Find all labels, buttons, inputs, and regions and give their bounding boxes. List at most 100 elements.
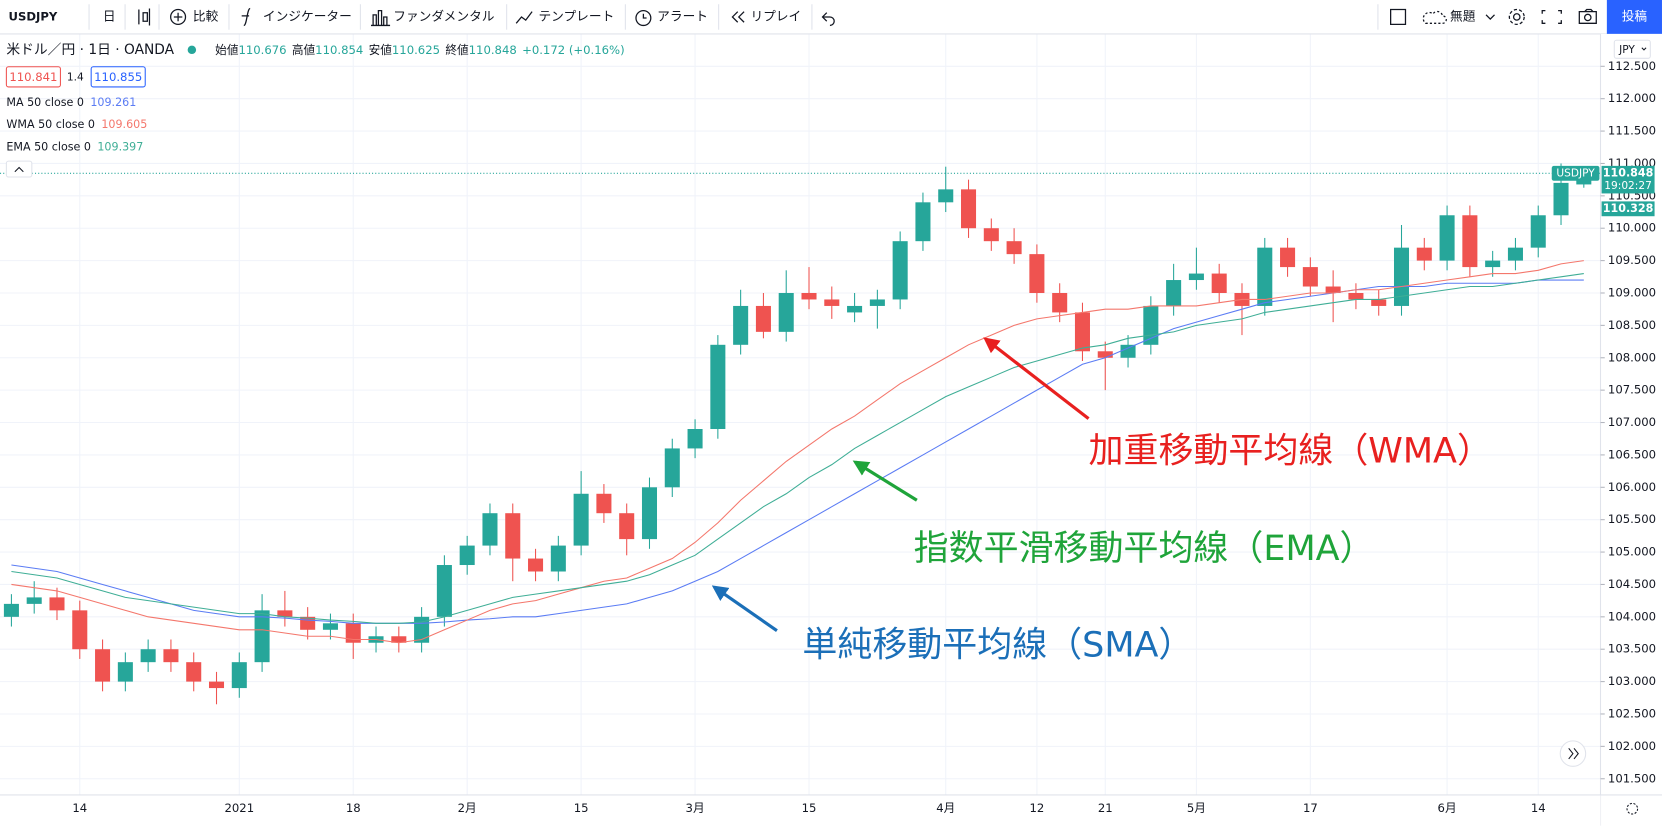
toolbar-item[interactable]: アラート [657, 8, 708, 23]
candle-body [915, 202, 931, 242]
x-tick-label: 3月 [686, 801, 705, 815]
candle-body [687, 429, 703, 449]
collapse-button[interactable] [5, 160, 33, 178]
settings-icon[interactable] [1626, 802, 1639, 815]
x-tick-label: 21 [1098, 801, 1113, 815]
candle-body [1553, 182, 1569, 216]
legend-value: 109.261 [90, 96, 136, 109]
candle-body [1485, 260, 1501, 268]
price-tag [1601, 165, 1655, 194]
ma-line [11, 260, 1584, 644]
y-tick-label: 107.500 [1608, 383, 1656, 397]
candle-body [3, 603, 19, 617]
layout-name[interactable]: 無題 [1450, 8, 1476, 23]
time-axis [0, 794, 1601, 826]
candle-body [95, 649, 111, 682]
bid[interactable]: 110.841 [9, 70, 57, 84]
candle-body [550, 545, 566, 572]
candle-body [254, 610, 270, 663]
market-status [187, 45, 197, 55]
candle-body [322, 623, 338, 630]
symbol-tag-label: USDJPY [1556, 167, 1595, 179]
toolbar-item[interactable]: 比較 [193, 8, 219, 23]
interval[interactable]: 日 [103, 8, 116, 23]
candle-body [573, 493, 589, 546]
symbol[interactable]: USDJPY [8, 9, 57, 23]
candle-body [1120, 344, 1136, 358]
candle-body [710, 344, 726, 430]
x-tick-label: 17 [1303, 801, 1318, 815]
toolbar-icons [138, 7, 1597, 27]
candle-body [1143, 305, 1159, 345]
candle-body [345, 623, 361, 643]
bid-box[interactable] [5, 66, 61, 88]
candle-body [1507, 247, 1523, 261]
x-tick-label: 14 [72, 801, 87, 815]
annotation: 単純移動平均線（SMA） [802, 626, 1193, 666]
candle-body [277, 610, 293, 617]
candle-body [983, 228, 999, 242]
y-tick-label: 109.000 [1608, 285, 1656, 299]
arrow-ema [852, 460, 918, 502]
ohlc-change: +0.172 (+0.16%) [522, 42, 625, 56]
annotation: 加重移動平均線（WMA） [1089, 432, 1492, 472]
ma-line [11, 273, 1584, 624]
candle-body [208, 681, 225, 689]
candle-body [938, 189, 954, 203]
ma-line [11, 279, 1584, 624]
ask-box[interactable] [90, 66, 146, 88]
candle-body [801, 292, 817, 300]
candle-body [49, 597, 65, 611]
toolbar-item[interactable]: ファンダメンタル [393, 8, 495, 23]
x-tick-label: 15 [802, 801, 817, 815]
candle-body [1416, 247, 1432, 261]
candle-body [1371, 299, 1387, 306]
candle-body [1462, 215, 1478, 268]
candle-body [961, 189, 977, 229]
currency[interactable]: JPY [1618, 44, 1635, 56]
candle-body [1439, 215, 1455, 261]
legend-item: EMA 50 close 0 109.397 [6, 140, 143, 153]
candle-body [528, 558, 544, 572]
currency-button[interactable] [1613, 39, 1651, 59]
legend-value: 109.605 [101, 118, 147, 131]
toolbar-item[interactable]: リプレイ [750, 8, 801, 23]
candle-body [1302, 267, 1318, 287]
y-tick-label: 108.000 [1608, 350, 1656, 364]
ohlc-label: 高値 [292, 42, 316, 56]
y-tick-label: 112.000 [1608, 91, 1656, 105]
price-tag-label: 110.328 [1603, 202, 1654, 215]
candle-body [436, 565, 452, 617]
ohlc-value: 110.625 [392, 42, 440, 56]
toolbar-item[interactable]: インジケーター [263, 8, 352, 23]
legend-name: EMA 50 close 0 [6, 140, 91, 153]
candle-body [892, 241, 908, 300]
publish-button[interactable] [1606, 0, 1662, 34]
x-tick-label: 4月 [936, 801, 955, 815]
y-tick-label: 106.000 [1608, 480, 1656, 494]
candle-body [1257, 247, 1273, 306]
candle-body [505, 513, 521, 559]
candle-body [1211, 273, 1227, 293]
candle-body [1348, 292, 1364, 300]
candle-body [1074, 312, 1090, 352]
y-tick-label: 111.500 [1608, 124, 1656, 138]
price-tag-label: 110.848 [1603, 166, 1654, 179]
y-tick-label: 104.500 [1608, 577, 1656, 591]
candle-body [1052, 292, 1068, 313]
candle-body [1530, 215, 1546, 248]
y-tick-label: 107.000 [1608, 415, 1656, 429]
candle-body [117, 662, 133, 682]
candle-body [459, 545, 475, 566]
candle-body [1280, 247, 1296, 268]
collapse-icon [14, 166, 24, 173]
toolbar-item[interactable]: テンプレート [538, 8, 614, 23]
ohlc-value: 110.848 [469, 42, 517, 56]
publish-label[interactable]: 投稿 [1622, 8, 1648, 23]
candle-body [869, 299, 885, 306]
legend-name: WMA 50 close 0 [6, 118, 95, 131]
arrow-sma [711, 585, 778, 632]
ask[interactable]: 110.855 [94, 70, 142, 84]
